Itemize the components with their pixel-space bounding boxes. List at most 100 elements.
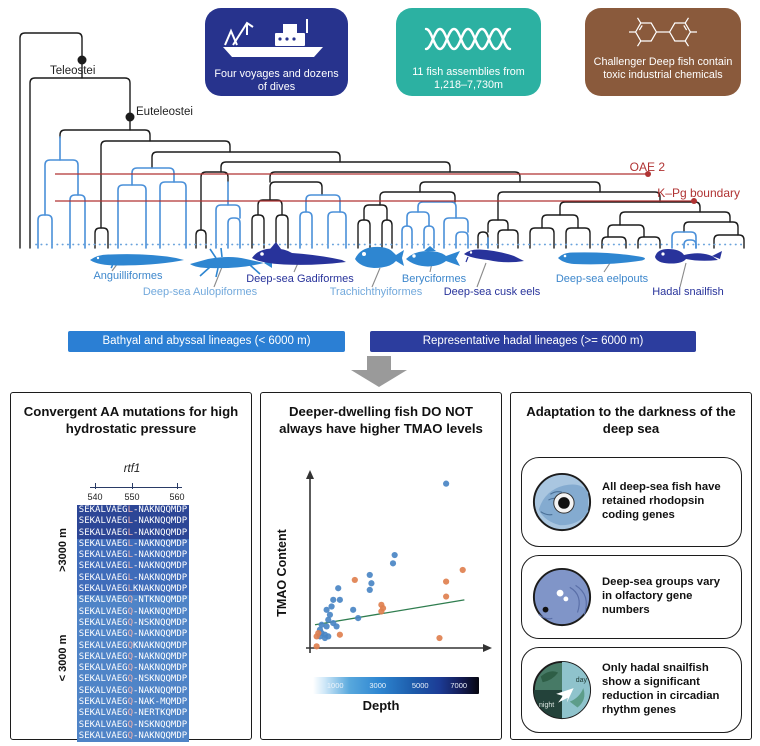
colorbar-tick: 1000: [326, 681, 344, 690]
scatter-point: [443, 578, 450, 585]
eelpout-fish-icon: [558, 252, 645, 265]
alignment-rows: SEKALVAEG L -NAKNQQMDP SEKALVAEG L -NAKNQQMDP…: [77, 505, 189, 743]
scatter-point: [313, 643, 320, 650]
research-vessel-icon: [222, 19, 323, 57]
hadal-snailfish-icon: [655, 249, 722, 264]
scatter-point: [323, 606, 330, 613]
alignment-row: SEKALVAEG Q -NAKNQQMDP: [77, 663, 189, 675]
axis-tick-label: 560: [169, 492, 185, 502]
gadiformes-fish-icon: [252, 242, 346, 265]
alignment-row: SEKALVAEG L -NAKNQQMDP: [77, 505, 189, 517]
alignment-row: SEKALVAEG Q -NSKNQQMDP: [77, 719, 189, 731]
alignment-row: SEKALVAEG Q -NSKNQQMDP: [77, 674, 189, 686]
alignment-row: SEKALVAEG L -NAKNQQMDP: [77, 527, 189, 539]
group-label-shallow: < 3000 m: [57, 634, 69, 682]
olfactory-fish-icon: [532, 567, 592, 627]
scatter-point: [330, 596, 337, 603]
fish-label-trachichthyiformes: Trachichthyiformes: [329, 286, 423, 298]
darkness-item-olfactory-text: Deep-sea groups vary in olfactory gene n…: [602, 576, 721, 616]
info-card-chemicals-text: Challenger Deep fish contain toxic indus…: [593, 56, 733, 82]
alignment-row: SEKALVAEG L -NAKNQQMDP: [77, 572, 189, 585]
info-card-voyages-text: Four voyages and dozens of dives: [214, 68, 339, 94]
y-axis-label: TMAO Content: [275, 528, 289, 616]
alignment-row: SEKALVAEG Q -NTKNQQMDP: [77, 595, 189, 607]
darkness-item-rhodopsin-text: All deep-sea fish have retained rhodopsi…: [602, 481, 721, 521]
y-axis-arrow: [306, 470, 314, 479]
alignment-row: SEKALVAEG L -NAKNQQMDP: [77, 538, 189, 551]
pcb-molecule-icon: [629, 17, 697, 47]
residue-axis: [90, 487, 182, 489]
scatter-point: [318, 621, 325, 628]
darkness-item-olfactory: Deep-sea groups vary in olfactory gene n…: [521, 555, 742, 639]
down-arrow-icon: [351, 356, 407, 387]
alignment-row: SEKALVAEG Q -NAKNQQMDP: [77, 651, 189, 664]
colorbar-tick: 5000: [411, 681, 429, 690]
depth-colorbar: 1000 3000 5000 7000: [313, 677, 479, 694]
alignment-row: SEKALVAEG Q KNAKNQQMDP: [77, 640, 189, 652]
earth-day-night-icon: [532, 660, 592, 720]
oae2-label: OAE 2: [629, 160, 665, 174]
scatter-point: [350, 606, 357, 613]
scatter-point: [355, 615, 362, 622]
alignment-row: SEKALVAEG L -NAKNQQMDP: [77, 561, 189, 573]
tree-blue-branches: [37, 136, 697, 249]
alignment-row: SEKALVAEG L -NAKNQQMDP: [77, 550, 189, 562]
group-label-deep: >3000 m: [57, 528, 69, 572]
scatter-point: [323, 623, 330, 630]
axis-tick: [95, 483, 97, 489]
scatter-point: [335, 585, 342, 592]
panel-darkness: Adaptation to the darkness of the deep s…: [510, 392, 752, 740]
alignment-row: SEKALVAEG Q -NAKNQQMDP: [77, 606, 189, 618]
fish-label-beryciformes: Beryciformes: [401, 273, 467, 285]
cusk-eel-fish-icon: [464, 249, 524, 263]
x-axis-label: Depth: [362, 698, 400, 713]
dna-helix-icon: [424, 27, 511, 51]
fish-label-aulopiformes: Deep-sea Aulopiformes: [142, 286, 258, 298]
globe-day-label: day: [575, 677, 587, 684]
phylogenetic-tree: [19, 32, 745, 288]
teleostei-node-dot: [77, 55, 87, 65]
panel-pressure-mutations: Convergent AA mutations for high hydrost…: [10, 392, 252, 743]
tmao-depth-scatter-plot: TMAO Content: [275, 470, 492, 653]
alignment-row: SEKALVAEG Q -NERTKQMDP: [77, 708, 189, 720]
euteleostei-node-dot: [125, 112, 135, 122]
scatter-point: [333, 623, 340, 630]
info-card-voyages: Four voyages and dozens of dives: [205, 8, 348, 96]
fish-label-eelpouts: Deep-sea eelpouts: [555, 273, 649, 285]
scatter-points: [313, 480, 466, 650]
legend-bathyal-abyssal: Bathyal and abyssal lineages (< 6000 m): [68, 331, 345, 352]
scatter-point: [328, 603, 335, 610]
fish-label-hadal-snailfish: Hadal snailfish: [652, 286, 724, 298]
scatter-point: [443, 593, 450, 600]
colorbar-tick: 7000: [450, 681, 468, 690]
scatter-point: [378, 608, 385, 615]
axis-tick-label: 540: [87, 492, 103, 502]
kpg-boundary-label: K–Pg boundary: [657, 186, 740, 200]
darkness-item-circadian: day night Only hadal snailfish show a si…: [521, 647, 742, 733]
alignment-row: SEKALVAEG Q -NAKNQQMDP: [77, 685, 189, 698]
darkness-item-rhodopsin: All deep-sea fish have retained rhodopsi…: [521, 457, 742, 547]
axis-tick: [177, 483, 179, 489]
alignment-row: SEKALVAEG L KNAKNQQMDP: [77, 584, 189, 596]
scatter-point: [336, 631, 343, 638]
scatter-point: [366, 571, 373, 579]
euteleostei-label: Euteleostei: [136, 106, 193, 118]
trachichthyiformes-fish-icon: [355, 246, 404, 268]
alignment-row: SEKALVAEG Q -NAKNQQMDP: [77, 730, 189, 743]
scatter-point: [368, 580, 375, 587]
scatter-point: [389, 560, 397, 567]
globe-night-label: night: [539, 702, 555, 709]
fish-label-gadiformes: Deep-sea Gadiformes: [246, 273, 354, 285]
scatter-point: [391, 551, 398, 559]
scatter-point: [326, 611, 334, 618]
alignment-row: SEKALVAEG Q -NAK-MQMDP: [77, 697, 189, 709]
alignment-row: SEKALVAEG L -NAKNQQMDP: [77, 516, 189, 528]
alignment-row: SEKALVAEG Q -NSKNQQMDP: [77, 617, 189, 630]
scatter-point: [321, 634, 329, 642]
scatter-point: [459, 566, 466, 574]
event-lines: [55, 171, 697, 204]
fish-label-cusk-eels: Deep-sea cusk eels: [443, 286, 541, 298]
scatter-point: [443, 480, 450, 487]
info-card-assemblies-text: 11 fish assemblies from 1,218–7,730m: [412, 66, 525, 92]
